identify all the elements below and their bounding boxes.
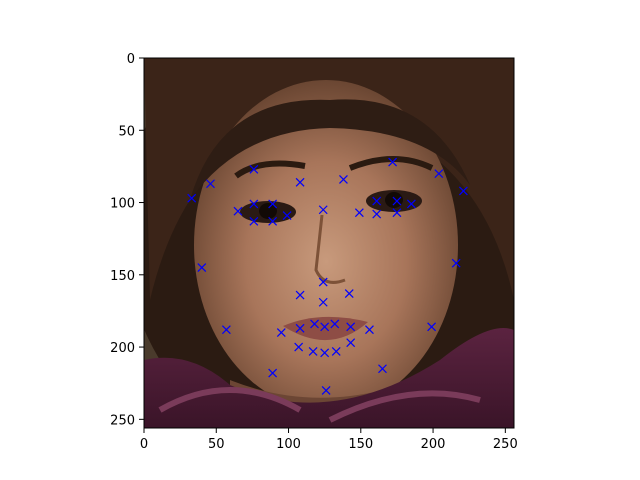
x-tick-label: 250: [493, 437, 518, 452]
landmark-point: [388, 157, 398, 167]
x-tick-label: 50: [208, 437, 225, 452]
landmark-point: [206, 179, 215, 189]
landmark-point: [365, 325, 374, 335]
landmark-point: [331, 346, 341, 356]
landmark-point: [458, 186, 468, 196]
y-tick-label: 50: [118, 124, 135, 139]
landmark-point: [249, 164, 259, 174]
landmark-point: [320, 348, 330, 358]
y-tick-label: 100: [110, 197, 135, 212]
landmark-point: [318, 297, 328, 307]
landmark-point: [268, 368, 278, 378]
landmark-point: [320, 322, 330, 332]
face-photo: [144, 58, 514, 428]
landmark-point: [321, 385, 331, 395]
y-tick-label: 250: [110, 413, 135, 428]
landmark-point: [339, 174, 348, 184]
landmark-point: [249, 216, 259, 226]
landmark-point: [344, 289, 354, 299]
landmark-point: [268, 216, 278, 226]
landmark-point: [330, 319, 340, 329]
landmark-point: [392, 208, 402, 218]
landmark-point: [318, 205, 328, 215]
landmark-point: [372, 196, 382, 206]
landmark-point: [427, 322, 437, 332]
landmark-point: [372, 209, 382, 219]
landmark-point: [346, 338, 356, 348]
landmark-point: [295, 177, 305, 187]
x-tick-label: 0: [140, 437, 148, 452]
landmark-point: [294, 342, 304, 352]
landmark-point: [249, 199, 259, 209]
landmark-point: [282, 211, 292, 220]
landmark-point: [276, 328, 286, 338]
landmark-point: [378, 364, 387, 374]
landmark-point: [187, 193, 197, 203]
landmark-point: [346, 322, 356, 332]
landmark-point: [406, 199, 416, 209]
landmark-point: [308, 346, 318, 356]
landmark-point: [233, 206, 243, 216]
x-tick-label: 200: [421, 437, 446, 452]
landmark-markers: [187, 157, 468, 395]
landmark-point: [197, 263, 207, 272]
landmark-point: [434, 169, 444, 179]
landmark-point: [310, 319, 319, 329]
plot-frame: [143, 57, 515, 429]
landmark-point: [392, 196, 402, 206]
landmark-point: [295, 323, 305, 333]
x-tick-label: 150: [348, 437, 373, 452]
y-tick-label: 200: [110, 341, 135, 356]
landmark-point: [295, 290, 305, 300]
y-tick-label: 0: [127, 52, 135, 67]
landmark-point: [354, 208, 364, 218]
axis-ticks: 0 50 100 150 200 250 0 50 100 150 200 250: [110, 52, 518, 452]
x-tick-label: 100: [276, 437, 301, 452]
landmark-point: [221, 325, 231, 335]
landmark-point: [451, 258, 461, 268]
landmark-point: [268, 199, 278, 209]
landmark-point: [318, 277, 328, 287]
y-tick-label: 150: [110, 269, 135, 284]
